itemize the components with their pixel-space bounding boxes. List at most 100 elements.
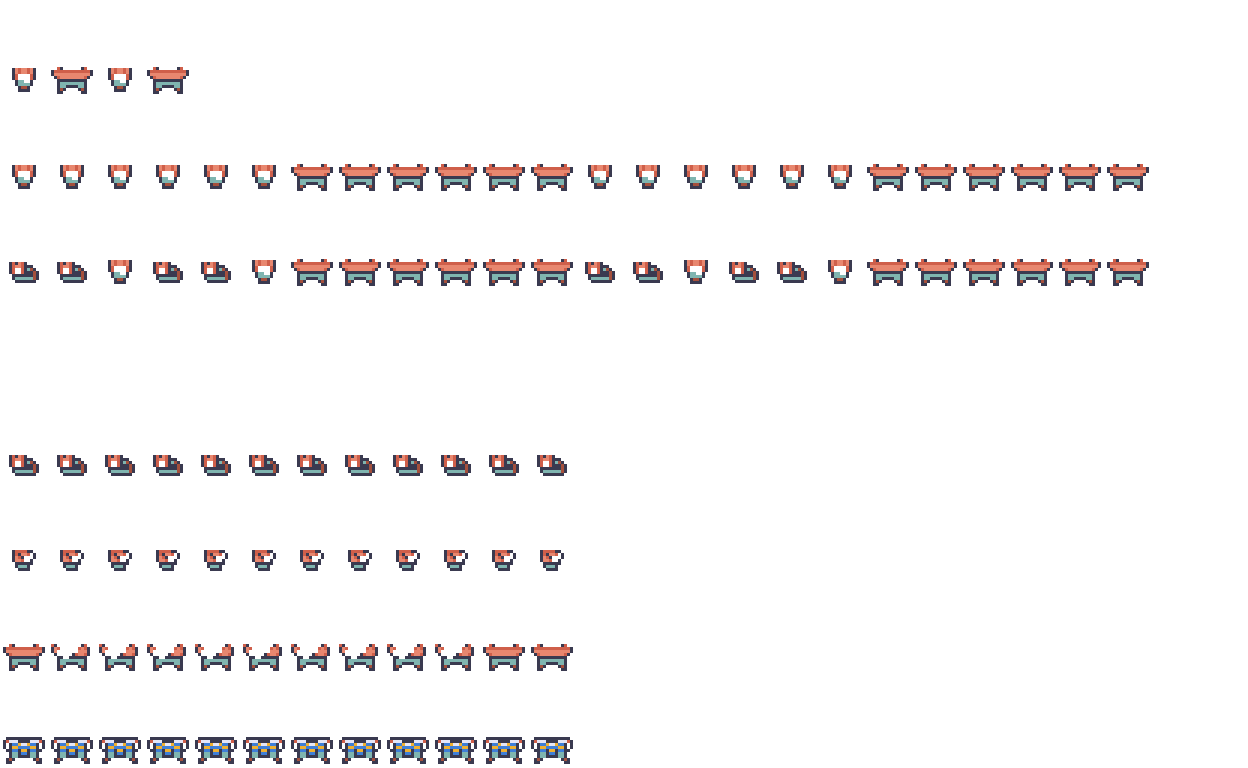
sprite-frame-head: [108, 550, 132, 571]
sprite-frame-wide: [291, 259, 333, 286]
sprite-row-walk: [12, 164, 1149, 191]
sprite-frame-small: [684, 165, 708, 189]
sprite-frame-side: [57, 262, 87, 283]
sprite-frame-small: [60, 165, 84, 189]
sprite-frame-small: [12, 68, 36, 92]
sprite-frame-side: [249, 455, 279, 476]
sprite-frame-small: [12, 165, 36, 189]
sprite-frame-wide: [1107, 259, 1149, 286]
sprite-frame-small: [828, 260, 852, 284]
sprite-frame-wide: [51, 67, 93, 94]
sprite-frame-blue: [195, 737, 237, 764]
sprite-frame-wide-open: [387, 644, 426, 671]
sprite-frame-side: [393, 455, 423, 476]
sprite-frame-side: [201, 455, 231, 476]
sprite-frame-blue: [531, 737, 573, 764]
sprite-frame-wide: [963, 259, 1005, 286]
sprite-frame-wide-open: [435, 644, 474, 671]
sprite-frame-wide-open: [147, 644, 186, 671]
sprite-frame-wide-open: [339, 644, 378, 671]
sprite-frame-side: [105, 455, 135, 476]
sprite-frame-wide: [531, 259, 573, 286]
sprite-frame-wide: [1059, 259, 1101, 286]
sprite-frame-wide: [339, 164, 381, 191]
sprite-frame-head: [492, 550, 516, 571]
sprite-frame-side: [201, 262, 231, 283]
sprite-frame-side: [585, 262, 615, 283]
sprite-frame-wide: [3, 644, 45, 671]
sprite-frame-wide-open: [195, 644, 234, 671]
sprite-frame-side: [777, 262, 807, 283]
sprite-row-idle: [12, 67, 189, 94]
sprite-frame-small: [156, 165, 180, 189]
sprite-frame-side: [153, 455, 183, 476]
sprite-frame-side: [9, 455, 39, 476]
sprite-frame-head: [12, 550, 36, 571]
sprite-frame-blue: [387, 737, 429, 764]
sprite-row-blue: [3, 737, 573, 764]
sprite-frame-side: [345, 455, 375, 476]
sprite-frame-wide: [963, 164, 1005, 191]
sprite-frame-wide: [915, 259, 957, 286]
sprite-frame-wide: [435, 164, 477, 191]
sprite-frame-small: [636, 165, 660, 189]
sprite-frame-blue: [435, 737, 477, 764]
sprite-frame-wide: [147, 67, 189, 94]
sprite-frame-head: [60, 550, 84, 571]
sprite-frame-wide: [483, 259, 525, 286]
sprite-frame-wide: [1107, 164, 1149, 191]
sprite-frame-wide: [531, 644, 573, 671]
sprite-frame-blue: [147, 737, 189, 764]
sprite-frame-head: [252, 550, 276, 571]
sprite-frame-small: [108, 260, 132, 284]
sprite-frame-blue: [99, 737, 141, 764]
sprite-frame-head: [300, 550, 324, 571]
sprite-frame-small: [684, 260, 708, 284]
sprite-frame-wide: [387, 164, 429, 191]
sprite-frame-wide-open: [243, 644, 282, 671]
sprite-row-head: [12, 550, 564, 571]
sprite-frame-wide: [339, 259, 381, 286]
sprite-frame-small: [828, 165, 852, 189]
sprite-frame-side: [537, 455, 567, 476]
sprite-frame-small: [588, 165, 612, 189]
sprite-frame-small: [204, 165, 228, 189]
sprite-frame-blue: [3, 737, 45, 764]
sprite-frame-wide: [1011, 164, 1053, 191]
sprite-frame-small: [780, 165, 804, 189]
sprite-frame-wide: [915, 164, 957, 191]
sprite-frame-wide-open: [51, 644, 90, 671]
sprite-frame-wide: [867, 164, 909, 191]
sprite-frame-head: [156, 550, 180, 571]
sprite-frame-side: [153, 262, 183, 283]
sprite-frame-wide-open: [291, 644, 330, 671]
sprite-frame-wide: [483, 164, 525, 191]
sprite-frame-side: [441, 455, 471, 476]
sprite-row-run: [9, 259, 1149, 286]
sprite-frame-blue: [291, 737, 333, 764]
sprite-frame-small: [108, 165, 132, 189]
sprite-frame-head: [348, 550, 372, 571]
sprite-frame-wide-open: [99, 644, 138, 671]
sprite-frame-side: [729, 262, 759, 283]
sprite-frame-wide: [867, 259, 909, 286]
sprite-frame-small: [252, 165, 276, 189]
sprite-frame-small: [252, 260, 276, 284]
sprite-frame-wide: [291, 164, 333, 191]
sprite-frame-side: [9, 262, 39, 283]
sprite-frame-blue: [339, 737, 381, 764]
sprite-frame-wide: [1059, 164, 1101, 191]
sprite-frame-small: [108, 68, 132, 92]
sprite-frame-wide: [483, 644, 525, 671]
sprite-row-side: [9, 455, 567, 476]
sprite-row-open: [3, 644, 573, 671]
sprite-frame-blue: [483, 737, 525, 764]
sprite-frame-head: [444, 550, 468, 571]
sprite-frame-wide: [435, 259, 477, 286]
sprite-frame-wide: [531, 164, 573, 191]
sprite-frame-blue: [243, 737, 285, 764]
sprite-frame-blue: [51, 737, 93, 764]
sprite-frame-small: [732, 165, 756, 189]
sprite-frame-side: [633, 262, 663, 283]
